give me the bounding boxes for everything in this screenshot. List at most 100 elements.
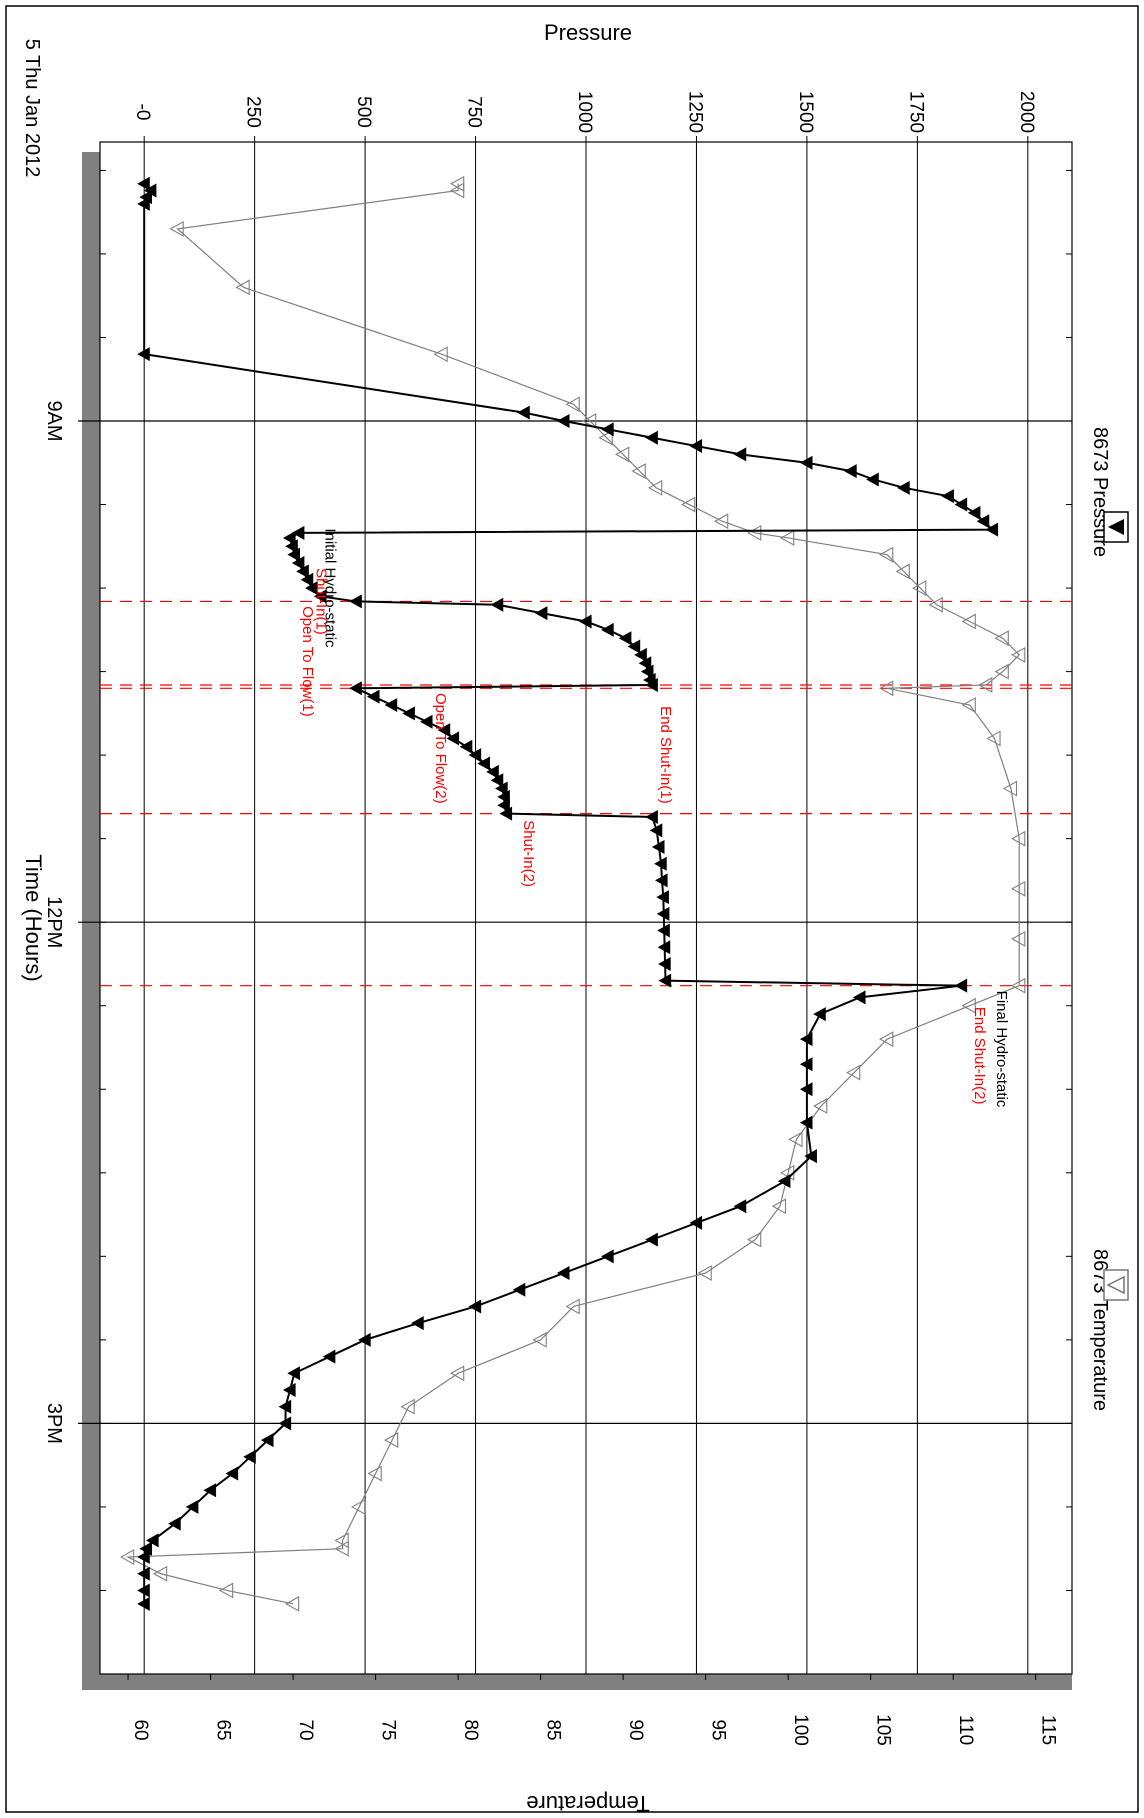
pressure-point — [384, 698, 398, 713]
event-label: Shut-In(1) — [312, 568, 329, 635]
event-label: Final Hydro-static — [993, 991, 1010, 1108]
pressure-point — [657, 923, 670, 938]
temperature-point — [846, 1064, 861, 1081]
temperature-point — [813, 1098, 828, 1114]
pressure-point — [954, 978, 968, 993]
temperature-point — [771, 1198, 787, 1215]
pressure-point — [941, 489, 954, 504]
temperature-point — [565, 1298, 580, 1315]
pressure-point — [349, 594, 362, 609]
temperature-point — [788, 1131, 803, 1148]
pressure-point — [799, 1082, 813, 1097]
pressure-point — [954, 497, 968, 512]
temperature-tick-label: 100 — [790, 1714, 811, 1746]
pressure-tick-label: 500 — [353, 96, 374, 128]
plot-panel — [82, 141, 1073, 1690]
pressure-point — [322, 1349, 336, 1364]
pressure-point — [446, 731, 460, 746]
temperature-point — [449, 182, 465, 199]
pressure-point — [499, 806, 513, 821]
temperature-point — [119, 1549, 135, 1565]
temperature-point — [912, 580, 927, 597]
pressure-point — [645, 677, 658, 692]
pressure-tick-label: 1000 — [574, 91, 595, 133]
time-axis-title: Time (Hours) — [21, 854, 46, 982]
pressure-tick-label: 1500 — [795, 91, 816, 133]
pressure-point — [534, 606, 548, 621]
event-label: Initial Hydro-static — [321, 528, 338, 648]
temperature-point — [1011, 977, 1026, 994]
legend-pressure-marker-icon — [1108, 519, 1124, 535]
temperature-tick-label: 80 — [460, 1719, 481, 1740]
temperature-point — [1011, 880, 1026, 897]
temperature-point — [598, 429, 613, 446]
pressure-point — [278, 1416, 292, 1431]
pressure-point — [137, 1583, 150, 1598]
pressure-point — [486, 764, 499, 779]
pressure-point — [799, 455, 813, 470]
pressure-point — [137, 196, 150, 211]
pressure-point — [733, 1199, 747, 1214]
event-label: Open To Flow(2) — [432, 693, 449, 804]
pressure-tick-label: 1750 — [905, 91, 926, 133]
event-label: End Shut-In(2) — [971, 1007, 988, 1105]
temperature-tick-label: 75 — [378, 1719, 399, 1740]
pressure-point — [654, 873, 668, 888]
temperature-axis-title: Temperature — [526, 1791, 650, 1816]
temperature-point — [895, 563, 910, 580]
pressure-series — [137, 176, 999, 1611]
temperature-point — [747, 525, 762, 541]
pressure-point — [512, 1282, 526, 1297]
pressure-point — [689, 439, 703, 454]
temperature-point — [780, 530, 795, 546]
pressure-point — [477, 756, 490, 771]
temperature-point — [928, 596, 943, 613]
pressure-point — [640, 664, 654, 679]
temperature-point — [631, 463, 646, 480]
pressure-point — [976, 514, 990, 529]
pressure-point — [634, 647, 647, 662]
pressure-point — [495, 781, 508, 796]
plot-shadow-bottom — [82, 1672, 1072, 1690]
pressure-point — [601, 1249, 614, 1264]
temperature-point — [350, 1498, 366, 1515]
temperature-tick-label: 105 — [873, 1714, 894, 1746]
pressure-point — [658, 973, 672, 988]
temperature-point — [879, 546, 894, 563]
temperature-point — [1011, 930, 1026, 947]
temperature-point — [235, 279, 250, 296]
date-label: 5 Thu Jan 2012 — [21, 39, 43, 178]
temperature-point — [961, 697, 976, 713]
pressure-point — [313, 589, 327, 604]
pressure-point — [349, 681, 362, 696]
pressure-point — [658, 956, 671, 971]
pressure-tick-label: -0 — [132, 104, 153, 121]
axis-ticks: -0 250 500 750 1000 1250 1500 1750 2000 60 65 70 75 8… — [43, 91, 1072, 1746]
temperature-point — [986, 730, 1001, 747]
legend-temperature-marker-icon — [1106, 1275, 1125, 1295]
temperature-point — [152, 1565, 168, 1582]
pressure-tick-label: 750 — [464, 96, 485, 128]
pressure-point — [468, 1299, 482, 1314]
pressure-point — [143, 183, 157, 198]
temperature-point — [879, 680, 894, 697]
temperature-point — [961, 613, 976, 630]
temperature-point — [218, 1582, 234, 1599]
pressure-point — [287, 1366, 300, 1381]
temperature-point — [1011, 646, 1026, 663]
time-tick-label: 9AM — [43, 400, 65, 441]
pressure-point — [517, 405, 530, 420]
temperature-point — [449, 1365, 465, 1382]
pressure-point — [799, 1032, 813, 1047]
pressure-point — [799, 1057, 813, 1072]
temperature-point — [334, 1540, 349, 1557]
pressure-tick-label: 2000 — [1016, 91, 1037, 133]
pressure-point — [137, 347, 150, 362]
temperature-tick-label: 115 — [1038, 1715, 1059, 1745]
event-label: Shut-In(2) — [520, 820, 537, 887]
pressure-point — [777, 1174, 791, 1189]
pressure-point — [985, 522, 999, 537]
pressure-point — [402, 706, 415, 721]
pressure-point — [137, 1596, 150, 1611]
